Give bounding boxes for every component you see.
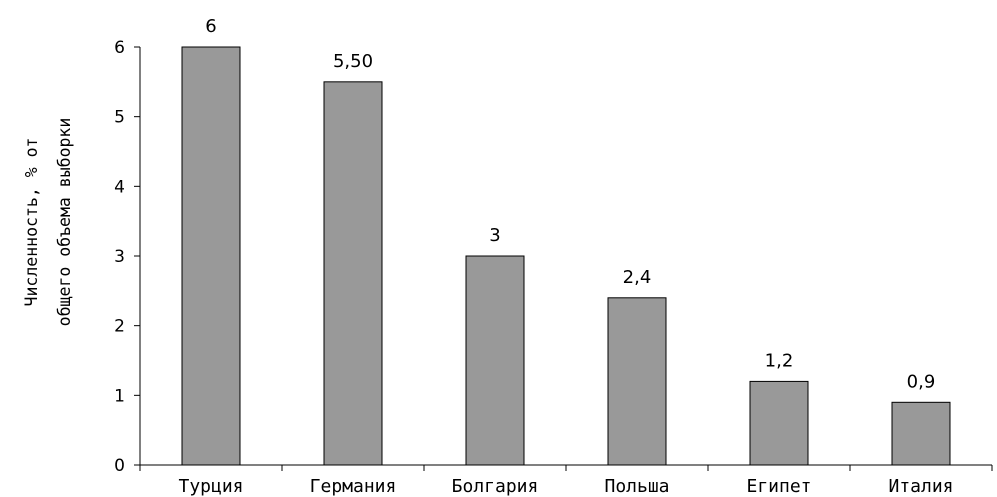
y-tick-label: 3: [114, 247, 125, 267]
data-label: 6: [205, 16, 216, 37]
data-label: 1,2: [765, 350, 794, 371]
bar: [324, 82, 382, 465]
y-tick-label: 6: [114, 38, 125, 58]
y-tick-label: 0: [114, 456, 125, 476]
x-tick-label: Польша: [604, 476, 669, 497]
bar: [182, 47, 240, 465]
x-tick-label: Египет: [746, 476, 811, 497]
y-axis-title-line-1: Численность, % от: [22, 138, 41, 307]
y-axis-title-line-2: общего объема выборки: [55, 118, 74, 327]
data-label: 5,50: [333, 51, 373, 72]
bar: [892, 402, 950, 465]
x-tick-label: Италия: [888, 476, 953, 497]
y-tick-label: 5: [114, 108, 125, 128]
bar: [608, 298, 666, 465]
x-tick-label: Болгария: [452, 476, 539, 497]
y-tick-label: 4: [114, 177, 125, 197]
y-tick-label: 1: [114, 386, 125, 406]
x-tick-label: Турция: [178, 476, 243, 497]
bar: [750, 381, 808, 465]
x-tick-label: Германия: [310, 476, 397, 497]
y-tick-label: 2: [114, 317, 125, 337]
data-label: 2,4: [623, 267, 652, 288]
data-label: 3: [489, 225, 500, 246]
bar: [466, 256, 524, 465]
data-label: 0,9: [907, 371, 936, 392]
